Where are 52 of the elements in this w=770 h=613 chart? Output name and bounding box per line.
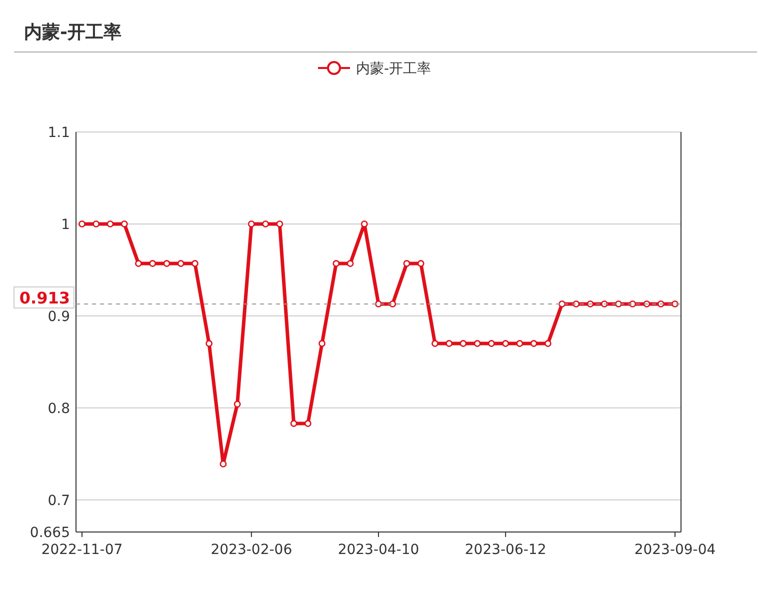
point bbox=[177, 260, 184, 267]
y-tick-label: 0.9 bbox=[48, 308, 70, 325]
point bbox=[672, 300, 678, 308]
legend-label: 内蒙-开工率 bbox=[356, 61, 432, 77]
point bbox=[558, 300, 566, 308]
y-tick-label: 0.665 bbox=[30, 525, 70, 541]
point bbox=[304, 420, 312, 427]
chart-title: 内蒙-开工率 bbox=[24, 22, 122, 43]
point bbox=[318, 340, 326, 347]
point bbox=[262, 220, 269, 228]
y-tick-label: 0.7 bbox=[48, 492, 70, 509]
point bbox=[375, 300, 382, 308]
point bbox=[460, 340, 467, 347]
point bbox=[530, 340, 538, 347]
point bbox=[516, 340, 524, 347]
point bbox=[163, 260, 170, 267]
point bbox=[417, 260, 424, 267]
point bbox=[360, 220, 368, 228]
x-tick-label: 2022-11-07 bbox=[41, 542, 123, 558]
point bbox=[206, 340, 213, 347]
y-tick-label: 1 bbox=[61, 216, 70, 233]
x-tick-label: 2023-02-06 bbox=[210, 542, 292, 558]
point bbox=[488, 340, 495, 347]
y-tick-label: 0.8 bbox=[48, 400, 70, 417]
point bbox=[389, 300, 396, 308]
point bbox=[78, 220, 86, 228]
point bbox=[135, 260, 142, 267]
point bbox=[220, 460, 227, 468]
point bbox=[346, 260, 354, 267]
point bbox=[149, 260, 156, 267]
point bbox=[615, 300, 622, 308]
point bbox=[403, 260, 410, 267]
ref-line-label: 0.913 bbox=[19, 288, 70, 308]
point bbox=[106, 220, 114, 228]
point bbox=[276, 220, 284, 228]
point bbox=[92, 220, 100, 228]
point bbox=[332, 260, 340, 267]
point bbox=[234, 400, 241, 408]
point bbox=[120, 220, 128, 228]
point bbox=[290, 420, 298, 427]
point bbox=[474, 340, 481, 347]
y-tick-label: 1.1 bbox=[48, 125, 70, 141]
point bbox=[446, 340, 453, 347]
x-tick-label: 2023-06-12 bbox=[464, 542, 546, 558]
point bbox=[629, 300, 636, 308]
x-tick-label: 2023-04-10 bbox=[338, 542, 420, 558]
point bbox=[192, 260, 198, 267]
point bbox=[248, 220, 255, 228]
x-tick-label: 2023-09-04 bbox=[634, 542, 716, 558]
point bbox=[544, 340, 552, 347]
point bbox=[432, 340, 438, 347]
point bbox=[502, 340, 510, 347]
